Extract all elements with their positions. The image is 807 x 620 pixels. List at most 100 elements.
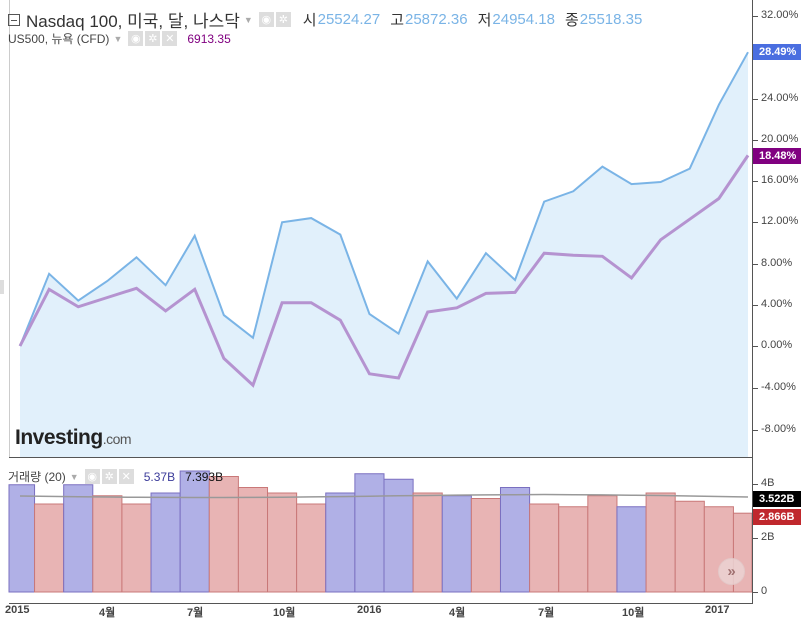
- chevron-down-icon[interactable]: ▼: [243, 14, 253, 25]
- pane-divider[interactable]: [9, 457, 753, 458]
- main-plot-area[interactable]: [9, 0, 752, 457]
- y-tick: [753, 16, 758, 17]
- volume-ma-badge: 3.522B: [753, 491, 801, 507]
- low-value: 24954.18: [492, 11, 555, 28]
- scroll-to-latest-button[interactable]: »: [718, 558, 745, 585]
- volume-legend: 거래량 (20) ▼ ◉ ✲ ✕ 5.37B 7.393B: [8, 468, 223, 485]
- y-tick-label: 12.00%: [761, 215, 799, 227]
- x-tick-label: 4월: [449, 607, 466, 619]
- y-tick-label: 16.00%: [761, 174, 799, 186]
- close-value: 25518.35: [579, 11, 643, 28]
- x-tick-label: 7월: [538, 607, 555, 619]
- x-tick-label: 7월: [187, 607, 204, 619]
- volume-bar: [325, 492, 356, 593]
- volume-last-badge: 2.866B: [753, 509, 801, 525]
- y-tick: [753, 388, 758, 389]
- vol-tick-label: 4B: [761, 477, 775, 489]
- volume-bar: [121, 503, 152, 593]
- y-tick-label: 32.00%: [761, 9, 799, 21]
- x-tick-label: 2016: [357, 604, 382, 616]
- open-label: 시: [302, 12, 317, 29]
- collapse-icon[interactable]: [8, 13, 20, 26]
- y-tick-label: 0.00%: [761, 339, 793, 351]
- volume-bar: [63, 484, 94, 593]
- y-tick-label: -4.00%: [761, 381, 796, 393]
- chevron-down-icon[interactable]: ▼: [113, 33, 123, 44]
- eye-icon[interactable]: ◉: [84, 469, 100, 484]
- volume-label[interactable]: 거래량 (20): [8, 470, 66, 484]
- instrument-title[interactable]: Nasdaq 100, 미국, 달, 나스닥: [26, 12, 240, 31]
- y-tick-label: 24.00%: [761, 92, 799, 104]
- volume-bar: [587, 495, 618, 593]
- gear-icon[interactable]: ✲: [101, 469, 117, 484]
- y-axis: [752, 0, 753, 604]
- volume-bar: [470, 498, 501, 593]
- volume-bar: [8, 484, 36, 593]
- chevron-down-icon[interactable]: ▼: [69, 471, 79, 482]
- y-tick: [753, 222, 758, 223]
- y-tick-label: 4.00%: [761, 298, 793, 310]
- volume-bar: [674, 500, 705, 593]
- eye-icon[interactable]: ◉: [258, 12, 274, 27]
- x-axis: [9, 603, 753, 604]
- us500-line: [18, 154, 750, 388]
- y-tick-label: 8.00%: [761, 257, 793, 269]
- vol-tick: [753, 592, 758, 593]
- compare-value: 6913.35: [187, 31, 231, 46]
- vol-tick-label: 2B: [761, 531, 775, 543]
- close-label: 종: [564, 12, 579, 29]
- y-tick: [753, 264, 758, 265]
- close-icon[interactable]: ✕: [162, 31, 178, 46]
- volume-bar: [616, 506, 647, 593]
- low-label: 저: [477, 12, 492, 29]
- main-legend: Nasdaq 100, 미국, 달, 나스닥 ▼ ◉ ✲ 시 25524.27 고…: [8, 7, 642, 32]
- y-tick-label: -8.00%: [761, 423, 796, 435]
- left-panel-handle[interactable]: [0, 280, 4, 294]
- x-tick-label: 4월: [99, 607, 116, 619]
- volume-bar: [179, 470, 210, 593]
- volume-ma-value: 7.393B: [185, 469, 224, 484]
- volume-bar: [529, 503, 560, 593]
- y-tick-label: 20.00%: [761, 133, 799, 145]
- volume-ma-line: [19, 493, 749, 499]
- volume-bar: [354, 473, 385, 593]
- open-value: 25524.27: [317, 11, 381, 28]
- vol-tick: [753, 484, 758, 485]
- y-tick: [753, 305, 758, 306]
- compare-legend: US500, 뉴욕 (CFD) ▼ ◉ ✲ ✕ 6913.35: [8, 30, 231, 47]
- gear-icon[interactable]: ✲: [145, 31, 161, 46]
- y-tick: [753, 181, 758, 182]
- compare-label[interactable]: US500, 뉴욕 (CFD): [8, 32, 110, 46]
- x-tick-label: 2017: [705, 604, 730, 616]
- x-tick-label: 10월: [273, 607, 296, 619]
- volume-bar: [558, 506, 589, 593]
- nasdaq-price-badge: 28.49%: [753, 44, 801, 60]
- us500-price-badge: 18.48%: [753, 148, 801, 164]
- volume-bar: [383, 478, 414, 593]
- y-tick: [753, 140, 758, 141]
- high-value: 25872.36: [405, 11, 468, 28]
- volume-bar: [237, 487, 269, 593]
- gear-icon[interactable]: ✲: [275, 12, 291, 27]
- x-tick-label: 2015: [5, 604, 30, 616]
- volume-bar: [92, 495, 123, 593]
- vol-tick-label: 0: [761, 585, 768, 597]
- volume-bar: [150, 492, 181, 593]
- y-tick: [753, 430, 758, 431]
- volume-bar: [208, 476, 239, 593]
- volume-value: 5.37B: [143, 469, 176, 484]
- nasdaq-line: [19, 51, 749, 347]
- investing-logo: Investing.com: [15, 426, 132, 449]
- high-label: 고: [390, 12, 404, 29]
- volume-bar: [34, 503, 65, 593]
- y-tick: [753, 346, 758, 347]
- volume-bar: [441, 495, 472, 593]
- volume-bar: [412, 492, 443, 593]
- eye-icon[interactable]: ◉: [128, 31, 144, 46]
- close-icon[interactable]: ✕: [118, 469, 134, 484]
- x-tick-label: 10월: [622, 607, 645, 619]
- volume-bar: [267, 492, 298, 593]
- volume-bar: [499, 487, 531, 593]
